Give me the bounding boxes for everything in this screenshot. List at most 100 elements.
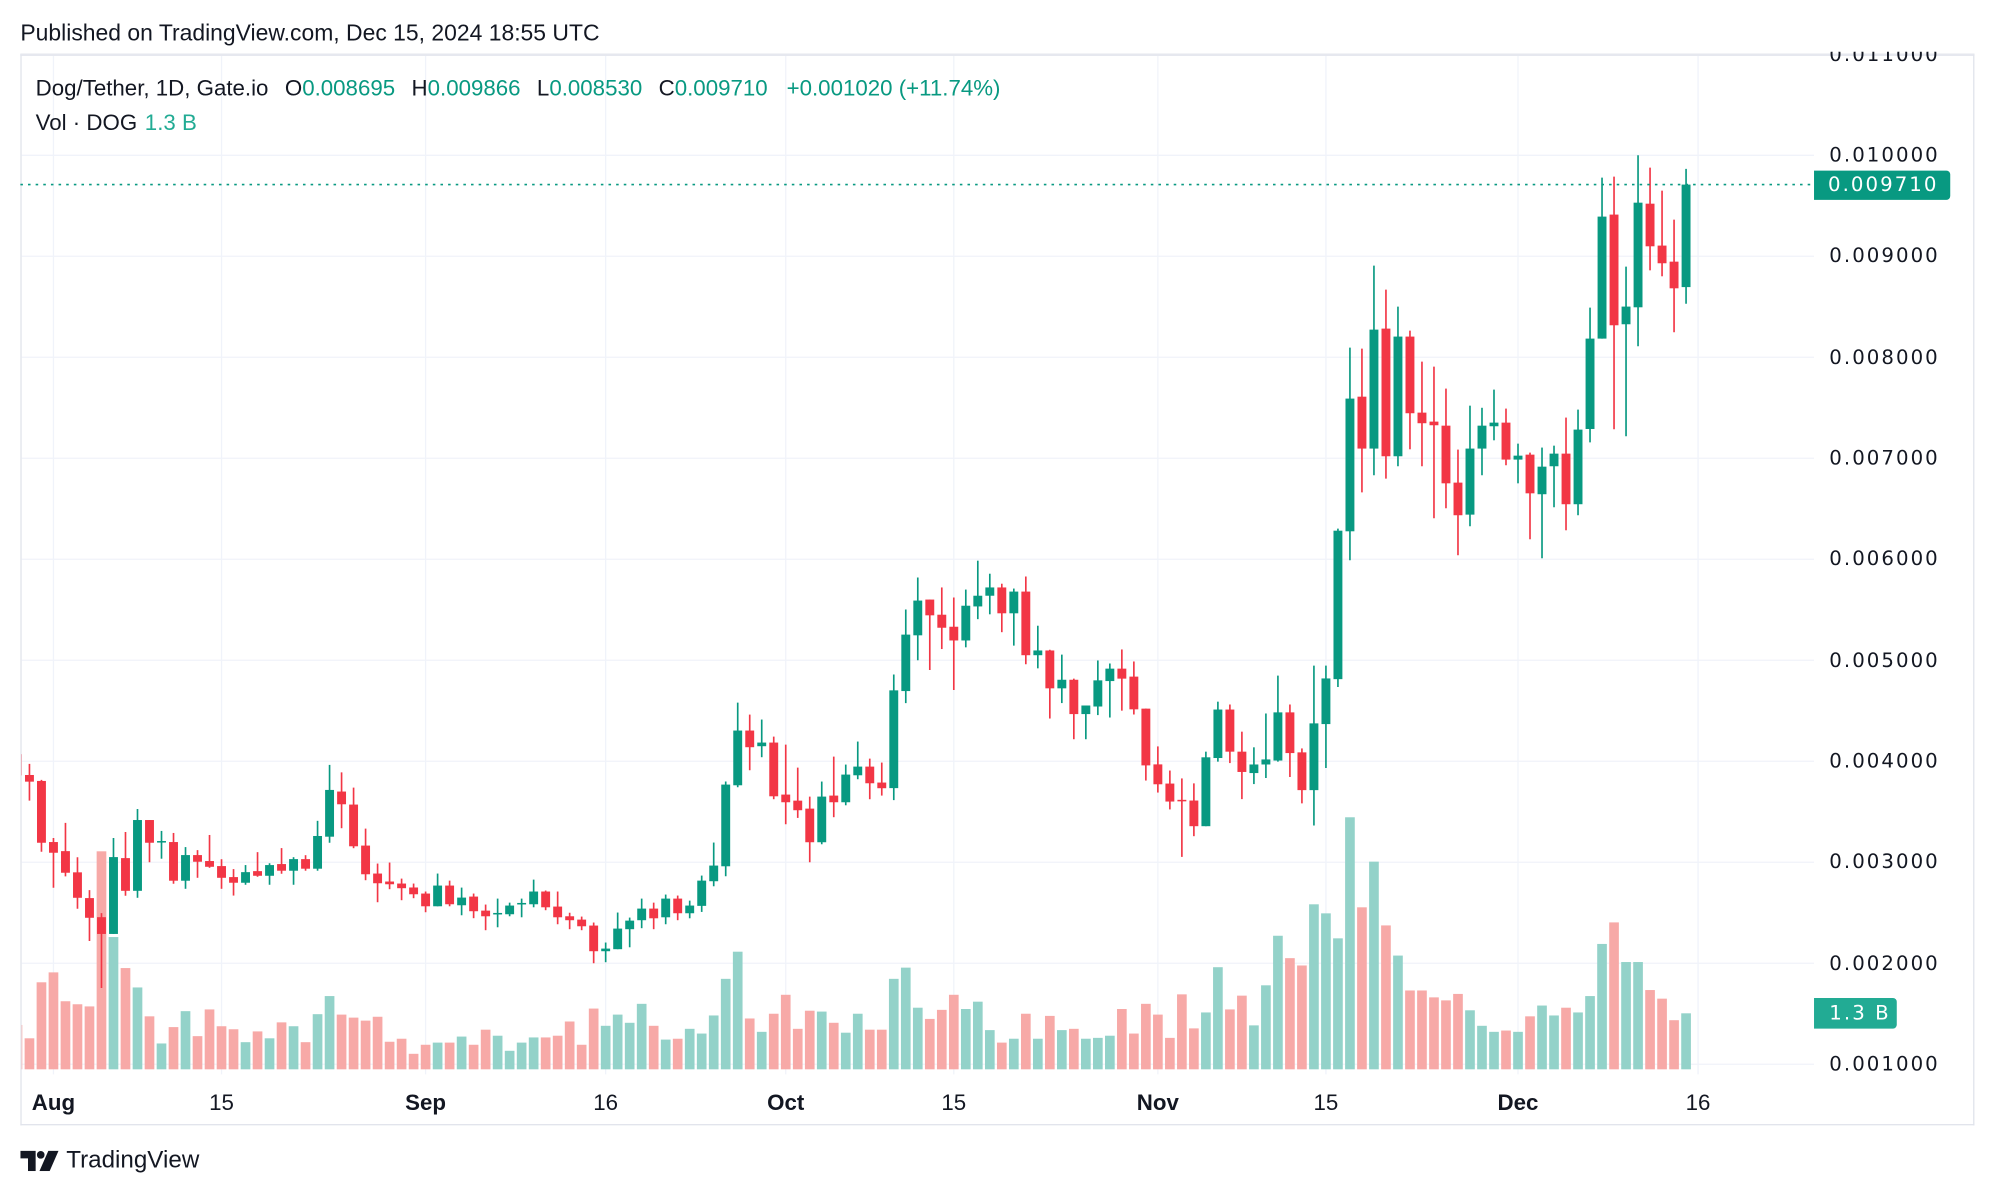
candle-body xyxy=(1069,679,1079,715)
candle-body xyxy=(925,599,935,616)
volume-bar xyxy=(360,1020,371,1070)
candle-body xyxy=(337,791,347,805)
volume-bar xyxy=(924,1018,935,1070)
candle-body xyxy=(721,784,731,867)
price-tick-label: 0.008000 xyxy=(1829,345,1940,369)
candle-body xyxy=(1513,455,1523,460)
candles xyxy=(21,155,1691,988)
candle-body xyxy=(889,690,899,789)
candle-body xyxy=(1441,425,1451,484)
volume-bar xyxy=(1213,967,1223,1070)
volume-legend: Vol · DOG 1.3 B xyxy=(36,109,197,136)
candle-body xyxy=(853,766,863,776)
candle-body xyxy=(61,851,70,873)
candle-body xyxy=(1369,329,1379,449)
volume-bar xyxy=(1597,943,1607,1070)
time-tick-label: 15 xyxy=(209,1089,234,1116)
candle-body xyxy=(637,908,647,921)
volume-bar xyxy=(660,1039,671,1070)
time-tick-label: 15 xyxy=(941,1089,967,1116)
volume-bar xyxy=(1297,965,1307,1070)
candle-body xyxy=(349,804,359,847)
volume-bar xyxy=(72,1004,83,1070)
candle-body xyxy=(409,887,419,895)
candle-body xyxy=(25,774,34,782)
volume-bar xyxy=(732,951,743,1070)
candle-body xyxy=(1177,799,1187,802)
volume-bar xyxy=(684,1028,695,1070)
volume-bar xyxy=(696,1033,707,1070)
volume-bar xyxy=(960,1008,971,1070)
volume-bar xyxy=(1357,907,1367,1070)
candle-body xyxy=(733,730,743,786)
candle-body xyxy=(73,872,82,898)
low-value: 0.008530 xyxy=(549,75,643,101)
volume-bar xyxy=(852,1013,863,1070)
candle-body xyxy=(1105,668,1115,682)
open-label: O xyxy=(284,75,303,101)
candle-body xyxy=(1501,422,1511,460)
volume-bar xyxy=(1681,1013,1691,1070)
candle-body xyxy=(961,605,971,641)
candle-body xyxy=(1117,668,1127,679)
volume-label: Vol · DOG xyxy=(35,109,138,135)
volume-bar xyxy=(1237,995,1247,1070)
price-tick-label: 0.004000 xyxy=(1829,749,1940,773)
candle-body xyxy=(769,742,779,797)
volume-bar xyxy=(1020,1013,1031,1070)
volume-bar xyxy=(828,1022,839,1070)
volume-bar xyxy=(624,1022,635,1070)
candle-body xyxy=(505,905,515,915)
volume-bar xyxy=(1633,962,1643,1070)
candle-body xyxy=(1381,328,1391,457)
volume-bar xyxy=(1465,1010,1475,1070)
candle-body xyxy=(253,871,262,876)
volume-bar xyxy=(720,978,731,1070)
volume-bar xyxy=(108,937,119,1070)
candle-body xyxy=(949,626,959,641)
volume-bar xyxy=(480,1029,491,1070)
candle-body xyxy=(553,906,563,918)
tradingview-logo-icon xyxy=(20,1150,59,1172)
volume-bar xyxy=(192,1036,203,1070)
volume-bar xyxy=(504,1050,515,1070)
volume-bar xyxy=(756,1031,767,1070)
candle-body xyxy=(1045,650,1055,689)
candle-body xyxy=(1657,245,1667,264)
candle-body xyxy=(877,782,887,789)
candle-body xyxy=(1129,676,1139,710)
volume-bar xyxy=(780,994,791,1070)
volume-bar xyxy=(1069,1028,1079,1070)
candle-body xyxy=(1345,398,1355,532)
candle-body xyxy=(1213,709,1223,759)
open-value: 0.008695 xyxy=(302,75,396,101)
candle-body xyxy=(445,885,455,905)
candle-body xyxy=(457,897,467,906)
candle-body xyxy=(1141,708,1151,766)
candle-body xyxy=(829,795,839,803)
volume-bar xyxy=(252,1031,263,1070)
volume-bar xyxy=(1537,1005,1547,1070)
volume-bar xyxy=(936,1009,947,1070)
volume-bar xyxy=(972,1001,983,1070)
candle-body xyxy=(1633,202,1643,308)
volume-bar xyxy=(1081,1038,1091,1070)
volume-bar xyxy=(336,1014,347,1070)
candle-body xyxy=(649,908,659,919)
volume-bar xyxy=(1525,1016,1535,1070)
price-tick-label: 0.001000 xyxy=(1829,1052,1940,1076)
time-tick-label: Dec xyxy=(1497,1089,1539,1116)
volume-bar xyxy=(1645,990,1655,1070)
volume-bar xyxy=(36,982,47,1070)
volume-bar xyxy=(540,1037,551,1070)
volume-bar xyxy=(216,1026,227,1070)
candle-body xyxy=(1429,421,1439,426)
volume-bar xyxy=(1621,962,1631,1070)
volume-bar xyxy=(24,1038,35,1070)
volume-bar xyxy=(876,1029,887,1070)
volume-bar xyxy=(840,1032,851,1070)
volume-bar xyxy=(1417,990,1427,1070)
candle-body xyxy=(1681,184,1691,288)
